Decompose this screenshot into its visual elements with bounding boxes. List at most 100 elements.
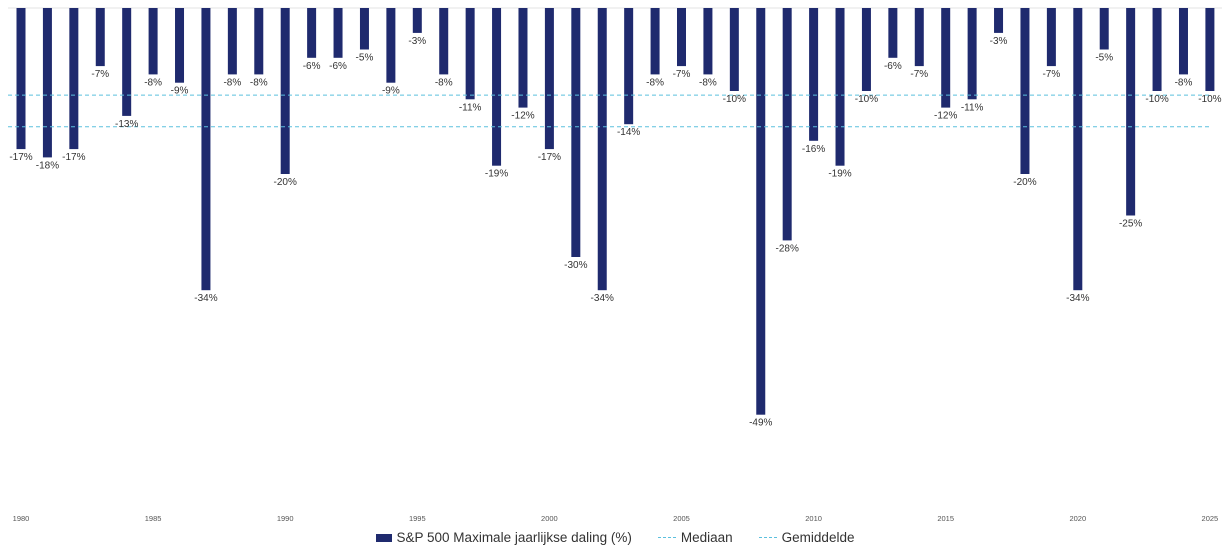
- x-tick-2015: 2015: [937, 514, 954, 523]
- data-labels-layer: -17%-18%-17%-7%-13%-8%-9%-34%-8% -8%-20%-…: [9, 36, 1221, 429]
- bar-2000: [544, 8, 554, 150]
- data-label-2012: -10%: [855, 94, 878, 105]
- bar-1983: [95, 8, 105, 67]
- x-tick-1985: 1985: [145, 514, 162, 523]
- bar-2009: [782, 8, 792, 241]
- data-label-1983: -7%: [91, 69, 109, 80]
- legend-item-mean: Gemiddelde: [758, 530, 855, 545]
- bar-1995: [412, 8, 422, 33]
- data-label-2010: -16%: [802, 144, 825, 155]
- data-label-1999: -12%: [511, 111, 534, 122]
- bar-2014: [914, 8, 924, 67]
- data-label-2014: -7%: [910, 69, 928, 80]
- data-label-2023: -10%: [1145, 94, 1168, 105]
- bar-2005: [677, 8, 686, 67]
- bar-1993: [359, 8, 369, 50]
- data-label-1981: -18%: [36, 160, 59, 171]
- bar-1998: [492, 8, 502, 166]
- data-label-1994: -9%: [382, 86, 400, 97]
- data-label-2005: -7%: [673, 69, 691, 80]
- bar-2020: [1073, 8, 1083, 291]
- bar-2013: [888, 8, 898, 58]
- bar-2011: [835, 8, 845, 166]
- data-label-1992: -6%: [329, 61, 347, 72]
- bar-1980: [16, 8, 26, 150]
- data-label-1995: -3%: [408, 36, 426, 47]
- bar-2003: [624, 8, 634, 125]
- legend-bar-swatch: [375, 533, 392, 542]
- bar-1996: [439, 8, 449, 75]
- bar-2017: [994, 8, 1004, 33]
- bar-1989: [254, 8, 264, 75]
- data-label-1990: -20%: [274, 177, 297, 188]
- data-label-1984: -13%: [115, 119, 138, 130]
- data-label-2007: -10%: [723, 94, 746, 105]
- x-tick-2000: 2000: [541, 514, 558, 523]
- data-label-2011: -19%: [828, 169, 851, 180]
- reference-lines-layer: [8, 94, 1212, 128]
- data-label-1996: -8%: [435, 77, 453, 88]
- legend-series-label: S&P 500 Maximale jaarlijkse daling (%): [396, 530, 632, 545]
- legend-mean-swatch: [758, 537, 777, 538]
- x-tick-1980: 1980: [13, 514, 30, 523]
- data-label-2021: -5%: [1095, 53, 1113, 64]
- bar-1991: [307, 8, 317, 58]
- data-label-2024: -8%: [1175, 77, 1193, 88]
- legend-median-swatch: [657, 537, 676, 538]
- x-axis-ticks: 1980 1985 1990 1995 2000 2005 2010 2015 2020 2025: [13, 514, 1219, 523]
- bar-2012: [861, 8, 871, 91]
- bar-2016: [967, 8, 977, 100]
- data-label-2013: -6%: [884, 61, 902, 72]
- bar-1988: [227, 8, 237, 75]
- bar-2018: [1020, 8, 1030, 174]
- x-tick-2005: 2005: [673, 514, 690, 523]
- bar-2002: [597, 8, 607, 291]
- data-label-2016: -11%: [961, 102, 984, 113]
- bar-2023: [1152, 8, 1162, 91]
- bar-1990: [280, 8, 290, 174]
- bar-2021: [1099, 8, 1109, 50]
- data-label-2022: -25%: [1119, 219, 1142, 230]
- bar-2007: [729, 8, 739, 91]
- data-label-2008: -49%: [749, 418, 772, 429]
- bar-2022: [1126, 8, 1136, 216]
- bar-1985: [148, 8, 158, 75]
- x-tick-2010: 2010: [805, 514, 822, 523]
- bar-2025: [1205, 8, 1215, 91]
- bar-1981: [42, 8, 52, 158]
- x-tick-2025: 2025: [1202, 514, 1219, 523]
- data-label-2018: -20%: [1013, 177, 1036, 188]
- data-label-2002: -34%: [591, 293, 614, 304]
- legend-item-series: S&P 500 Maximale jaarlijkse daling (%): [375, 530, 632, 545]
- data-label-1997: -11%: [459, 102, 482, 113]
- bar-2024: [1178, 8, 1188, 75]
- data-label-2006: -8%: [699, 77, 717, 88]
- legend-median-label: Mediaan: [680, 530, 733, 545]
- data-label-1993: -5%: [356, 53, 374, 64]
- bars-layer: [16, 8, 1215, 415]
- legend: S&P 500 Maximale jaarlijkse daling (%) M…: [0, 530, 1230, 545]
- legend-mean-label: Gemiddelde: [781, 530, 855, 545]
- data-label-2000: -17%: [538, 152, 561, 163]
- bar-1986: [175, 8, 185, 83]
- data-label-1982: -17%: [62, 152, 85, 163]
- data-label-1980: -17%: [9, 152, 32, 163]
- data-label-1985: -8%: [144, 77, 162, 88]
- bar-2004: [650, 8, 660, 75]
- data-label-1988: -8%: [223, 77, 241, 88]
- bar-1982: [69, 8, 79, 150]
- legend-item-median: Mediaan: [657, 530, 733, 545]
- data-label-2019: -7%: [1042, 69, 1060, 80]
- data-label-2015: -12%: [934, 111, 957, 122]
- bar-2010: [809, 8, 819, 141]
- bar-1999: [518, 8, 528, 108]
- data-label-1998: -19%: [485, 169, 508, 180]
- data-label-2004: -8%: [646, 77, 664, 88]
- bar-2019: [1046, 8, 1056, 67]
- x-tick-2020: 2020: [1069, 514, 1086, 523]
- bar-1987: [201, 8, 211, 291]
- bar-1992: [333, 8, 343, 58]
- bar-1984: [122, 8, 132, 116]
- data-label-2020: -34%: [1066, 293, 1089, 304]
